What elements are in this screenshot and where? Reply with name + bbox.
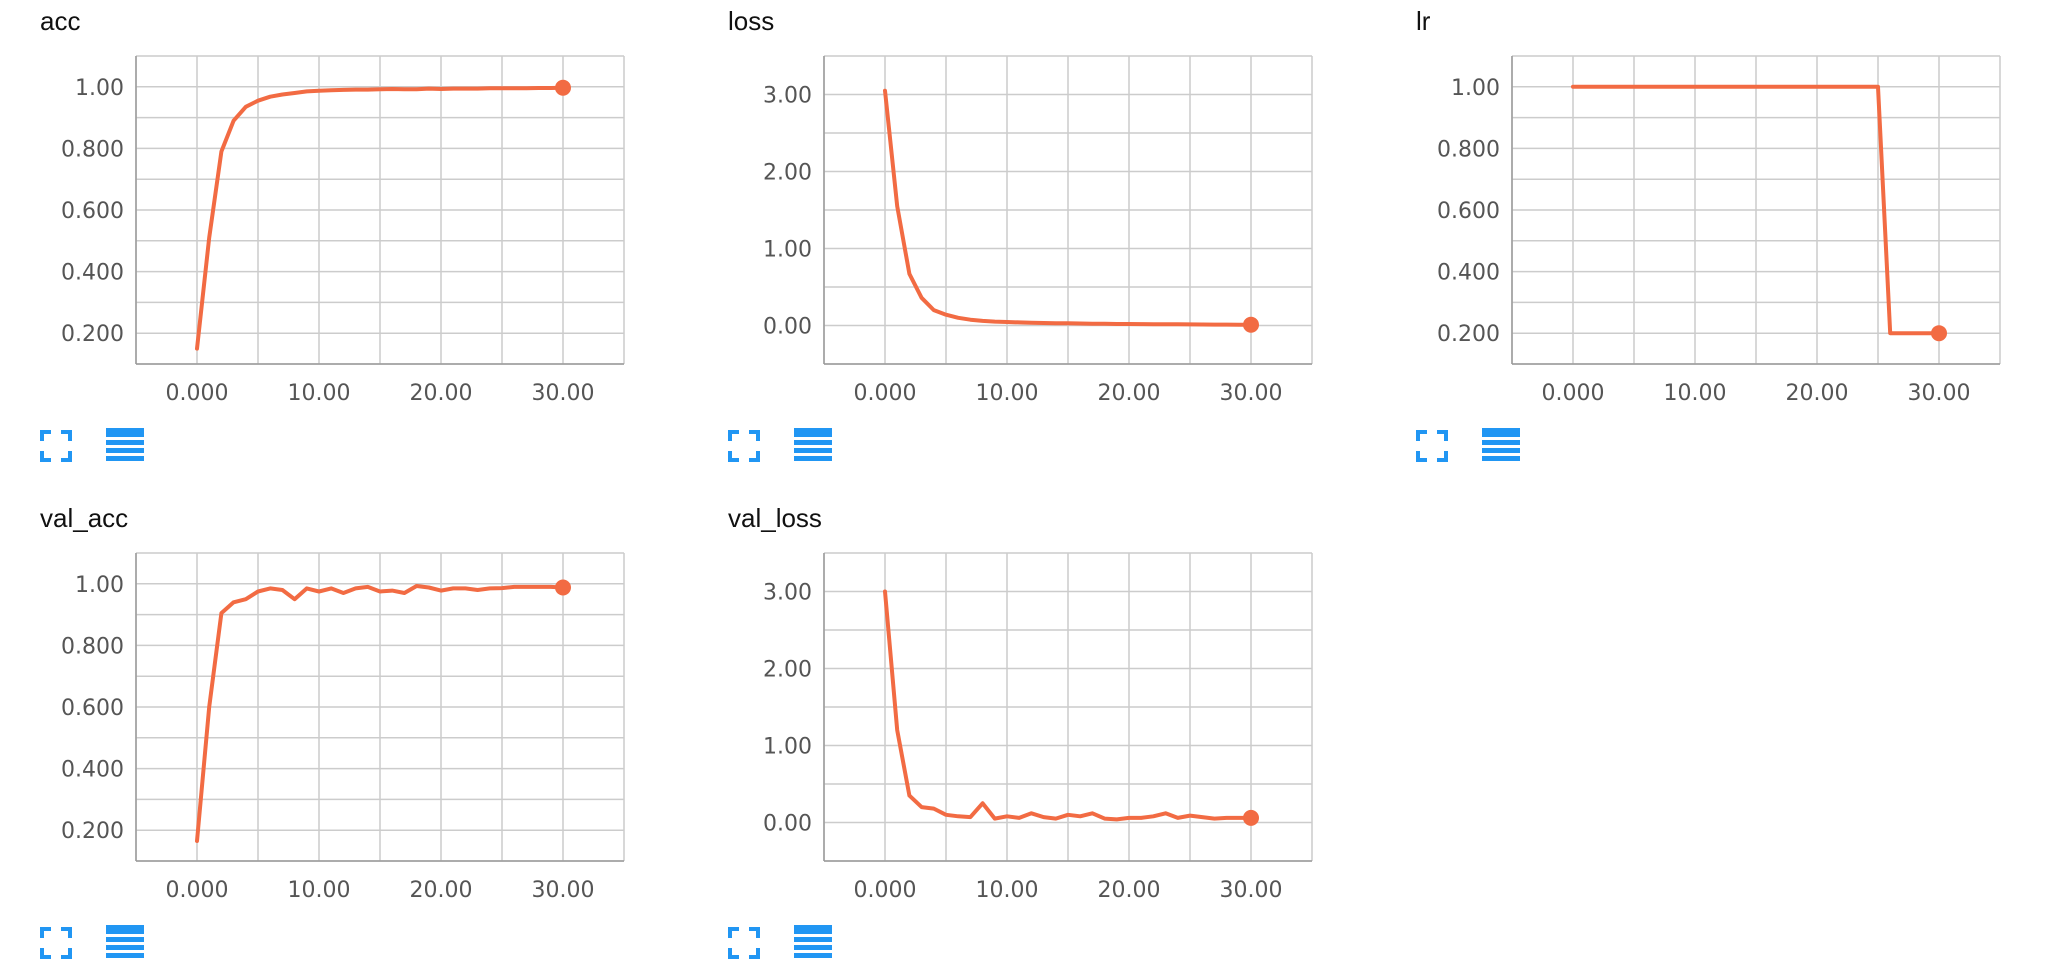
grid [1511,55,2001,365]
expand-icon[interactable] [728,927,760,959]
last-point-marker[interactable] [555,579,571,596]
expand-icon[interactable] [728,430,760,462]
x-tick-label: 20.00 [1098,381,1161,406]
y-tick-label: 1.00 [75,573,124,598]
y-tick-label: 0.800 [61,137,124,162]
last-point-marker[interactable] [1243,809,1259,826]
chart-plot: 0.200 0.400 0.600 0.800 1.00 0.000 10.00 20.00 3… [1437,55,2001,406]
chart-title: loss [728,6,775,36]
chart-card-lr: lr 0.200 0.400 0.600 0.800 1.00 0.000 10.00 20.0… [1416,0,2059,480]
x-tick-label: 0.000 [854,381,917,406]
y-tick-label: 3.00 [763,84,812,109]
grid [135,55,625,365]
series-line [195,584,565,843]
y-tick-label: 0.800 [1437,137,1500,162]
x-tick-label: 10.00 [1664,381,1727,406]
y-tick-label: 0.800 [61,634,124,659]
y-tick-label: 0.600 [1437,199,1500,224]
x-tick-label: 20.00 [1786,381,1849,406]
x-tick-label: 20.00 [1098,878,1161,903]
chart-card-val_acc: val_acc 0.200 0.400 0.600 0.800 1.00 0.000 10.0… [40,497,700,977]
y-tick-label: 0.600 [61,199,124,224]
y-tick-label: 0.400 [1437,261,1500,286]
chart-title: val_loss [728,503,822,533]
chart-plot: 0.00 1.00 2.00 3.00 0.000 10.00 20.00 30.00 [763,55,1313,406]
last-point-marker[interactable] [1931,325,1947,342]
x-tick-label: 0.000 [854,878,917,903]
x-tick-label: 0.000 [166,381,229,406]
data-table-icon[interactable] [106,428,144,462]
chart-title: lr [1416,6,1431,36]
y-tick-label: 0.200 [61,322,124,347]
chart-title: acc [40,6,81,36]
y-tick-label: 0.400 [61,758,124,783]
x-tick-label: 30.00 [1220,878,1283,903]
data-table-icon[interactable] [1482,428,1520,462]
expand-icon[interactable] [1416,430,1448,462]
x-tick-label: 30.00 [1220,381,1283,406]
y-tick-label: 1.00 [763,735,812,760]
x-tick-label: 20.00 [410,878,473,903]
x-tick-label: 20.00 [410,381,473,406]
x-tick-label: 0.000 [1542,381,1605,406]
series-line [195,85,565,351]
chart-card-loss: loss 0.00 1.00 2.00 3.00 0.000 10.00 20.00 30.00 [728,0,1388,480]
y-tick-label: 1.00 [763,238,812,263]
series-line [883,589,1253,822]
expand-icon[interactable] [40,927,72,959]
data-table-icon[interactable] [794,428,832,462]
series-line [1571,84,1941,336]
y-tick-label: 1.00 [1451,76,1500,101]
data-table-icon[interactable] [106,925,144,959]
y-tick-label: 0.00 [763,812,812,837]
chart-title: val_acc [40,503,129,533]
x-tick-label: 10.00 [976,381,1039,406]
chart-card-val_loss: val_loss 0.00 1.00 2.00 3.00 0.000 10.00 20.00 3… [728,497,1388,977]
chart-plot: 0.00 1.00 2.00 3.00 0.000 10.00 20.00 30.00 [763,552,1313,903]
x-tick-label: 10.00 [288,381,351,406]
y-tick-label: 2.00 [763,161,812,186]
y-tick-label: 1.00 [75,76,124,101]
x-tick-label: 10.00 [976,878,1039,903]
x-tick-label: 30.00 [532,878,595,903]
y-tick-label: 2.00 [763,658,812,683]
y-tick-label: 0.400 [61,261,124,286]
last-point-marker[interactable] [555,79,571,96]
expand-icon[interactable] [40,430,72,462]
y-tick-label: 0.200 [61,819,124,844]
chart-plot: 0.200 0.400 0.600 0.800 1.00 0.000 10.00 20.00 3… [61,552,625,903]
y-tick-label: 0.200 [1437,322,1500,347]
x-tick-label: 30.00 [532,381,595,406]
x-tick-label: 10.00 [288,878,351,903]
data-table-icon[interactable] [794,925,832,959]
y-tick-label: 0.00 [763,315,812,340]
y-tick-label: 3.00 [763,581,812,606]
y-tick-label: 0.600 [61,696,124,721]
x-tick-label: 30.00 [1908,381,1971,406]
chart-card-acc: acc 0.200 0.400 0.600 0.800 1.00 0.000 10.00 20.… [40,0,700,480]
series-line [883,88,1253,327]
x-tick-label: 0.000 [166,878,229,903]
chart-plot: 0.200 0.400 0.600 0.800 1.00 0.000 10.00 20.00 3… [61,55,625,406]
last-point-marker[interactable] [1243,316,1259,333]
